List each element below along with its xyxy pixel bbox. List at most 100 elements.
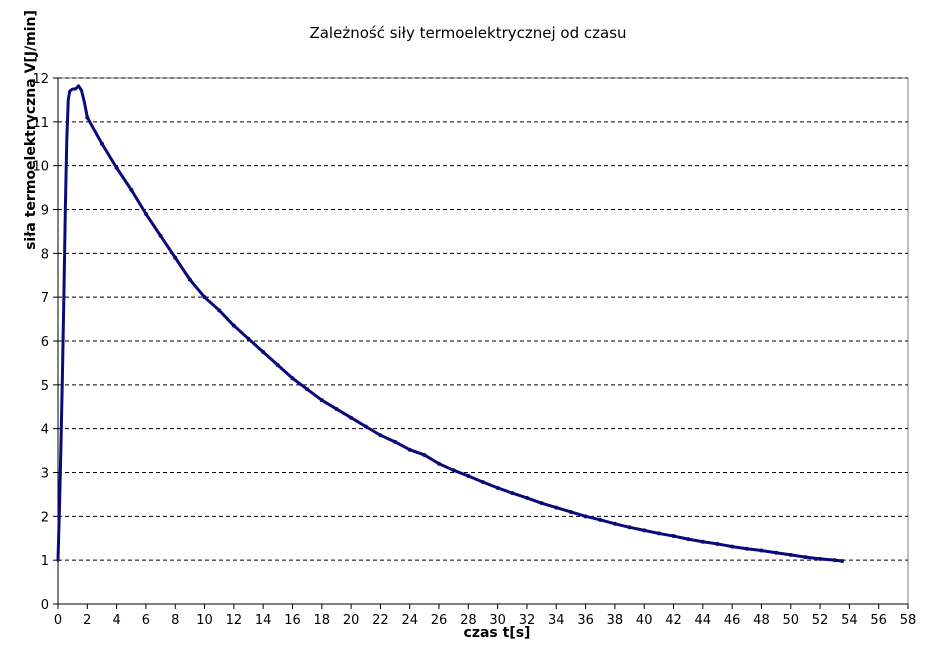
data-point — [363, 424, 368, 429]
x-tick-label: 34 — [548, 613, 565, 628]
x-tick-label: 16 — [284, 613, 301, 628]
data-point — [642, 528, 647, 533]
data-point — [840, 559, 845, 564]
data-point — [759, 548, 764, 553]
x-tick-label: 46 — [724, 613, 741, 628]
y-tick-label: 1 — [41, 554, 49, 569]
data-point — [656, 531, 661, 536]
data-point — [305, 387, 310, 392]
data-point — [730, 544, 735, 549]
x-tick-label: 2 — [83, 613, 91, 628]
x-tick-label: 20 — [343, 613, 360, 628]
data-point — [261, 349, 266, 354]
data-point — [407, 447, 412, 452]
x-tick-label: 8 — [171, 613, 179, 628]
data-point — [583, 514, 588, 519]
plot-area — [57, 77, 909, 605]
y-tick-label: 12 — [32, 72, 49, 87]
y-tick-label: 9 — [41, 204, 49, 219]
x-tick-label: 58 — [900, 613, 917, 628]
y-tick-label: 6 — [41, 335, 49, 350]
x-tick-label: 38 — [607, 613, 624, 628]
data-point — [349, 415, 354, 420]
x-tick-label: 28 — [460, 613, 477, 628]
data-point — [231, 323, 236, 328]
x-tick-label: 32 — [519, 613, 536, 628]
x-tick-label: 0 — [54, 613, 62, 628]
data-point — [627, 525, 632, 530]
y-tick-label: 2 — [41, 510, 49, 525]
x-tick-label: 4 — [112, 613, 120, 628]
x-tick-label: 14 — [255, 613, 272, 628]
data-point — [334, 406, 339, 411]
data-point — [539, 501, 544, 506]
x-tick-label: 44 — [695, 613, 712, 628]
y-tick-label: 10 — [32, 160, 49, 175]
x-tick-label: 52 — [812, 613, 829, 628]
data-point — [598, 517, 603, 522]
data-point — [187, 277, 192, 282]
data-point — [774, 550, 779, 555]
data-point — [158, 233, 163, 238]
x-tick-label: 18 — [314, 613, 331, 628]
x-tick-label: 26 — [431, 613, 448, 628]
x-tick-label: 30 — [489, 613, 506, 628]
data-point — [612, 521, 617, 526]
y-tick-label: 0 — [41, 598, 49, 613]
data-point — [99, 141, 104, 146]
data-point — [524, 495, 529, 500]
x-tick-label: 22 — [372, 613, 389, 628]
data-point — [715, 541, 720, 546]
x-tick-label: 56 — [870, 613, 887, 628]
y-tick-label: 5 — [41, 379, 49, 394]
data-point — [393, 439, 398, 444]
data-point — [275, 363, 280, 368]
data-point — [319, 398, 324, 403]
x-axis-label: czas t[s] — [464, 625, 531, 641]
y-tick-label: 8 — [41, 247, 49, 262]
data-point — [700, 539, 705, 544]
data-point — [378, 433, 383, 438]
data-point — [481, 480, 485, 485]
data-point — [173, 255, 178, 260]
data-point — [568, 509, 573, 514]
data-point — [85, 115, 90, 120]
data-point — [143, 211, 148, 216]
y-tick-label: 11 — [32, 116, 49, 131]
data-point — [466, 474, 471, 479]
y-axis-label: siła termoelektryczna V[J/min] — [23, 10, 39, 250]
x-tick-label: 6 — [142, 613, 150, 628]
data-point — [788, 552, 793, 557]
y-tick-label: 3 — [41, 467, 49, 482]
data-point — [818, 556, 823, 561]
data-point — [202, 295, 207, 300]
data-point — [129, 187, 134, 192]
x-tick-label: 50 — [782, 613, 799, 628]
data-point — [803, 555, 808, 560]
x-tick-label: 10 — [196, 613, 213, 628]
data-point — [554, 505, 559, 510]
y-tick-label: 4 — [41, 423, 49, 438]
x-tick-label: 12 — [226, 613, 243, 628]
data-point — [290, 376, 295, 381]
series-layer — [56, 84, 845, 564]
data-point — [437, 461, 442, 466]
x-tick-label: 36 — [577, 613, 594, 628]
x-tick-label: 48 — [753, 613, 770, 628]
data-point — [744, 546, 749, 551]
x-tick-label: 24 — [401, 613, 418, 628]
data-point — [832, 558, 837, 563]
x-tick-label: 40 — [636, 613, 653, 628]
x-tick-label: 54 — [841, 613, 858, 628]
chart-title: Zależność siły termoelektrycznej od czas… — [309, 24, 626, 42]
data-point — [495, 485, 500, 490]
y-tick-label: 7 — [41, 291, 49, 306]
x-tick-label: 42 — [665, 613, 682, 628]
data-point — [510, 491, 515, 496]
x-axis: 0 2 4 6 8 10 12 14 16 18 20 22 24 26 28 30 32 34 36 38 40 42 4… — [54, 603, 917, 628]
data-point — [114, 165, 119, 170]
data-point — [451, 468, 456, 473]
data-point — [246, 336, 251, 341]
